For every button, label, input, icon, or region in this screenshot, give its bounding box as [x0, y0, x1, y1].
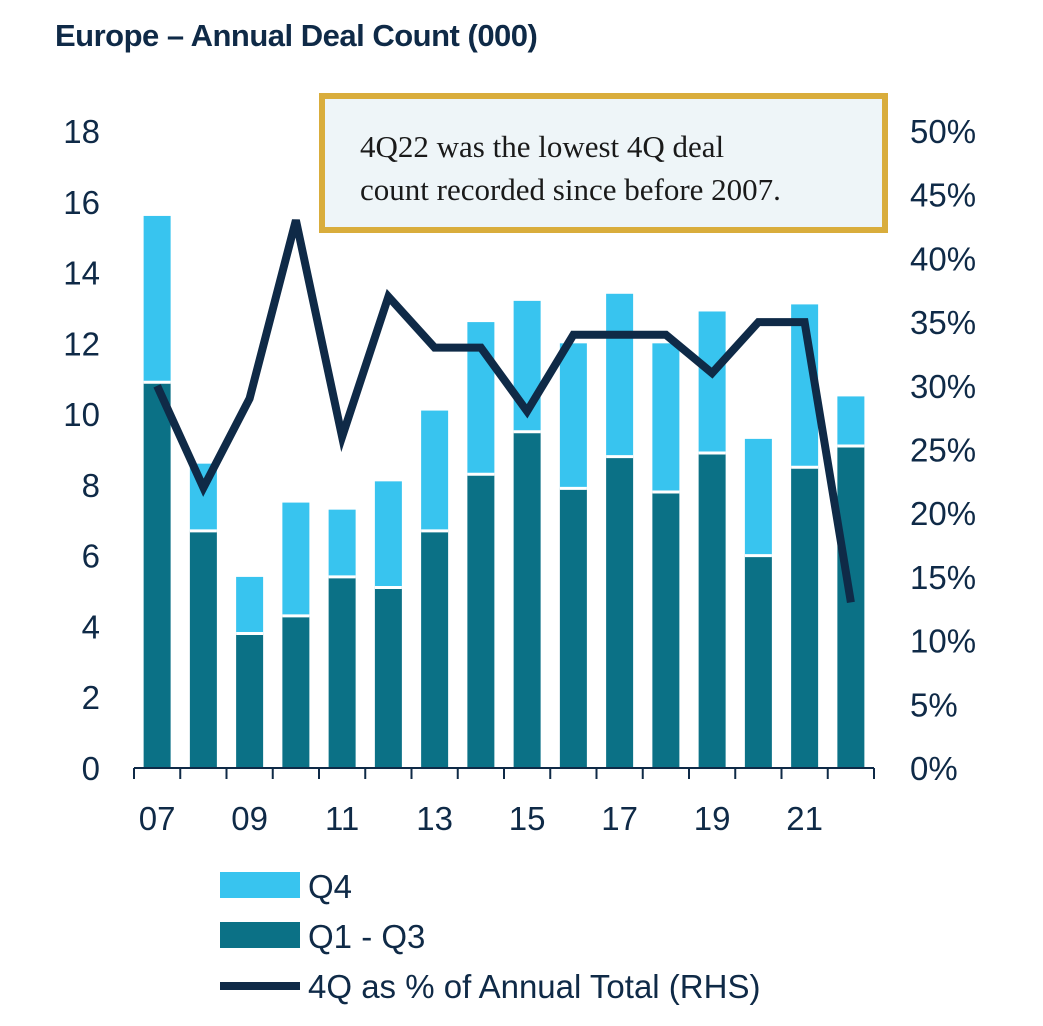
annotation-line-2: count recorded since before 2007. — [360, 172, 781, 208]
y-left-tick-18: 18 — [63, 113, 100, 150]
x-tick-label-15: 15 — [509, 800, 546, 837]
bar-q1q3-08 — [189, 530, 217, 768]
y-right-tick-20: 20% — [910, 495, 976, 532]
x-tick-label-17: 17 — [601, 800, 638, 837]
y-right-tick-40: 40% — [910, 240, 976, 277]
y-right-tick-35: 35% — [910, 304, 976, 341]
bar-q1q3-20 — [744, 555, 772, 768]
bar-q1q3-07 — [143, 382, 171, 768]
rhs-pct-line — [153, 219, 855, 604]
bar-q4-18 — [652, 343, 680, 492]
axes-group: 07 09 11 13 15 17 19 21 0 2 4 6 8 10 12 14 16 18 0% 5% 10% 15… — [63, 113, 976, 837]
bar-q1q3-15 — [513, 431, 541, 768]
bar-q4-13 — [421, 410, 449, 531]
y-right-tick-50: 50% — [910, 113, 976, 150]
x-tick-label-07: 07 — [139, 800, 176, 837]
bar-q4-10 — [282, 502, 310, 616]
bar-q1q3-11 — [328, 576, 356, 768]
x-tick-label-11: 11 — [325, 800, 359, 837]
bar-q4-09 — [236, 576, 264, 634]
bar-q1q3-17 — [606, 456, 634, 768]
legend-label-q4: Q4 — [308, 868, 352, 905]
x-tick-label-13: 13 — [416, 800, 453, 837]
legend-swatch-q1q3 — [220, 922, 300, 948]
y-right-tick-10: 10% — [910, 623, 976, 660]
x-tick-label-19: 19 — [694, 800, 731, 837]
legend-label-q1q3: Q1 - Q3 — [308, 918, 425, 955]
legend-swatch-q4 — [220, 872, 300, 898]
y-left-tick-8: 8 — [82, 467, 100, 504]
bar-q4-19 — [698, 311, 726, 454]
annotation-line-1: 4Q22 was the lowest 4Q deal — [360, 129, 725, 164]
bar-q1q3-12 — [374, 587, 402, 768]
rhs-line-group — [153, 219, 855, 604]
annotation-box: 4Q22 was the lowest 4Q deal count record… — [319, 93, 888, 233]
bar-q1q3-22 — [837, 445, 865, 768]
bar-q4-22 — [837, 396, 865, 446]
bar-q4-17 — [606, 293, 634, 457]
y-right-tick-0: 0% — [910, 750, 958, 787]
bar-q1q3-19 — [698, 453, 726, 768]
chart-title: Europe – Annual Deal Count (000) — [55, 18, 538, 53]
y-left-tick-10: 10 — [63, 396, 100, 433]
y-right-tick-30: 30% — [910, 368, 976, 405]
y-left-tick-4: 4 — [82, 608, 100, 645]
y-left-tick-6: 6 — [82, 538, 100, 575]
y-right-tick-45: 45% — [910, 177, 976, 214]
bar-q1q3-16 — [559, 488, 587, 768]
x-tick-label-09: 09 — [231, 800, 268, 837]
bar-q4-16 — [559, 343, 587, 489]
legend: Q4 Q1 - Q3 4Q as % of Annual Total (RHS) — [220, 868, 760, 1005]
bar-q1q3-13 — [421, 530, 449, 768]
y-right-tick-5: 5% — [910, 686, 958, 723]
y-left-tick-12: 12 — [63, 325, 100, 362]
legend-label-line: 4Q as % of Annual Total (RHS) — [308, 968, 760, 1005]
bar-q1q3-14 — [467, 474, 495, 768]
y-left-tick-16: 16 — [63, 184, 100, 221]
bar-q1q3-21 — [791, 467, 819, 768]
bar-q4-07 — [143, 215, 171, 383]
y-left-tick-0: 0 — [82, 750, 100, 787]
bar-q1q3-18 — [652, 491, 680, 768]
bar-q1q3-10 — [282, 615, 310, 768]
x-tick-label-21: 21 — [786, 800, 823, 837]
bar-q4-11 — [328, 509, 356, 577]
bar-q4-20 — [744, 438, 772, 556]
y-left-tick-2: 2 — [82, 679, 100, 716]
bar-q1q3-09 — [236, 633, 264, 768]
bar-q4-12 — [374, 481, 402, 588]
bars-group — [143, 215, 865, 768]
y-left-tick-14: 14 — [63, 255, 100, 292]
y-right-tick-25: 25% — [910, 432, 976, 469]
y-right-tick-15: 15% — [910, 559, 976, 596]
